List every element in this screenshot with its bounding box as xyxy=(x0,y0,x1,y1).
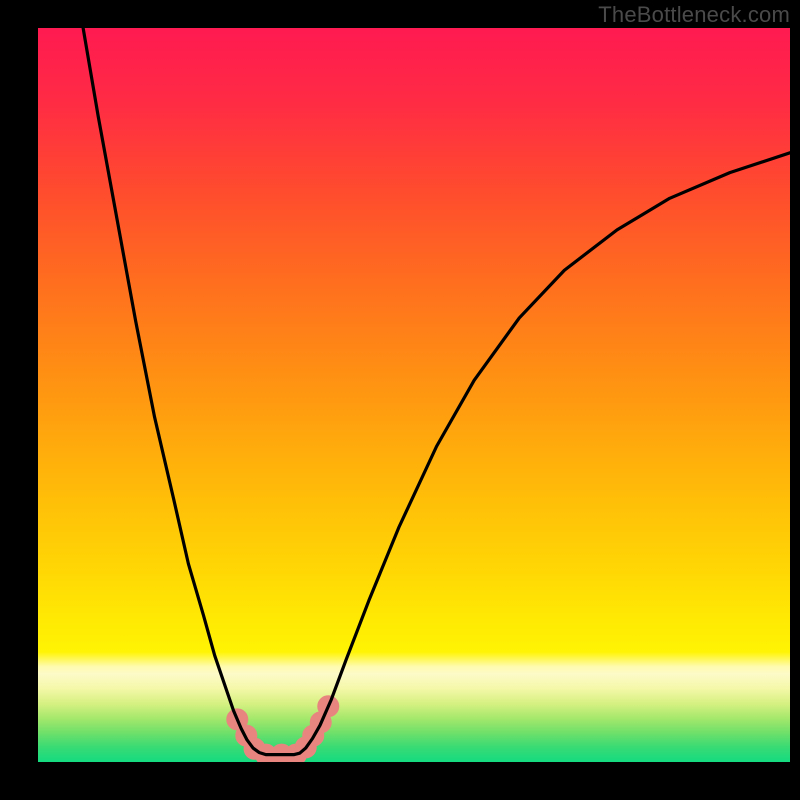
chart-overlay xyxy=(38,28,790,762)
bottleneck-curve xyxy=(83,28,790,755)
chart-frame: TheBottleneck.com xyxy=(0,0,800,800)
data-markers xyxy=(227,696,339,762)
plot-area xyxy=(38,28,790,762)
watermark-text: TheBottleneck.com xyxy=(598,2,790,28)
